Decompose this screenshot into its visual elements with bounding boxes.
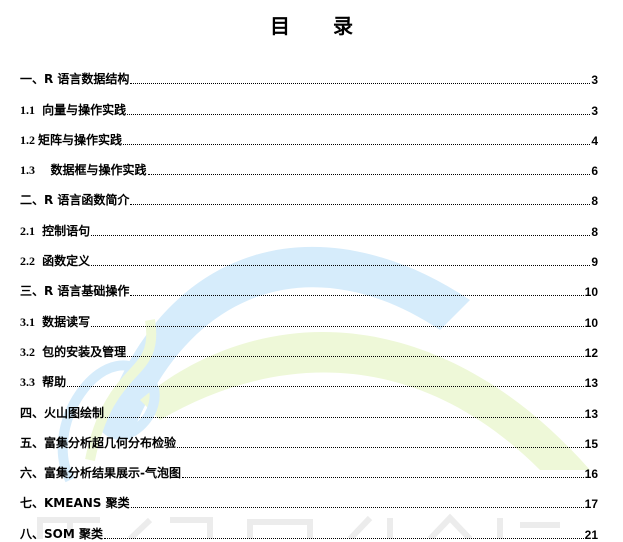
toc-entry-number: 2.2 [20,254,35,269]
toc-entry[interactable]: 1.3 数据框与操作实践 6 [20,148,598,178]
toc-entry[interactable]: 七、KMEANS 聚类 17 [20,481,598,511]
toc-entry[interactable]: 3.1 数据读写 10 [20,299,598,330]
watermark-text [37,513,560,539]
toc-entry-page: 4 [591,133,598,148]
toc-entry-page: 17 [584,497,598,512]
watermark-blue-arc [100,246,470,440]
toc-dot-leader [127,355,584,357]
toc-entry-page: 21 [584,527,598,542]
toc-dot-leader [130,507,584,509]
toc-entry-page: 16 [584,467,598,482]
toc-entry-label: 三、R 语言基础操作 [20,284,130,299]
toc-dot-leader [103,537,584,539]
toc-dot-leader [127,113,591,115]
toc-dot-leader [181,477,584,479]
toc-entry[interactable]: 六、富集分析结果展示-气泡图 16 [20,451,598,481]
toc-entry[interactable]: 2.2 函数定义 9 [20,239,598,269]
toc-entry-page: 3 [591,73,598,88]
toc-entry-page: 13 [584,406,598,421]
toc-entry-number: 1.3 [20,163,35,178]
toc-entry-label: 数据读写 [38,314,91,329]
toc-entry[interactable]: 三、R 语言基础操作 10 [20,269,598,299]
toc-entry-page: 13 [584,376,598,391]
toc-entry-label: 八、SOM 聚类 [20,526,103,541]
toc-entry-number: 1.1 [20,102,35,117]
toc-entry-number: 3.3 [20,375,35,390]
toc-entry-label: 二、R 语言函数简介 [20,193,130,208]
toc-entry[interactable]: 八、SOM 聚类 21 [20,511,598,542]
toc-dot-leader [123,143,591,145]
toc-entry-page: 10 [584,285,598,300]
toc-entry-page: 3 [591,103,598,118]
toc-dot-leader [147,174,591,176]
toc-entry-label: 包的安装及管理 [38,344,127,359]
toc-dot-leader [91,325,584,327]
toc-entry-page: 6 [591,164,598,179]
toc-entry-number: 3.2 [20,344,35,359]
toc-entry-label: 一、R 语言数据结构 [20,72,130,87]
watermark-green-helix [85,319,157,461]
toc-entry[interactable]: 1.2 矩阵与操作实践 4 [20,118,598,148]
toc-dot-leader [130,295,584,297]
toc-entry[interactable]: 五、富集分析超几何分布检验 15 [20,421,598,451]
toc-entry-number: 3.1 [20,314,35,329]
watermark-blue-helix [57,360,160,483]
toc-dot-leader [105,416,584,418]
toc-entry-label: 控制语句 [38,223,91,238]
toc-dot-leader [91,234,591,236]
toc-entry-label: 数据框与操作实践 [38,163,147,178]
toc-entry[interactable]: 四、火山图绘制 13 [20,390,598,421]
toc-entry[interactable]: 2.1 控制语句 8 [20,208,598,239]
toc-entry-label: 函数定义 [38,254,91,269]
toc-entry-number: 1.2 [20,132,35,147]
toc-entry[interactable]: 3.2 包的安装及管理 12 [20,330,598,360]
toc-entry-label: 矩阵与操作实践 [38,132,123,147]
toc-dot-leader [67,386,584,388]
toc-entry-label: 七、KMEANS 聚类 [20,496,130,511]
toc-entry-page: 10 [584,315,598,330]
toc-entry-page: 9 [591,255,598,270]
toc-dot-leader [177,446,584,448]
toc-dot-leader [130,204,591,206]
toc-dot-leader [130,83,591,85]
watermark-green-arc [140,332,590,470]
toc-entry-page: 8 [591,224,598,239]
toc-entry-page: 12 [584,345,598,360]
toc-entry-label: 向量与操作实践 [38,102,127,117]
page-title: 目 录 [270,14,371,38]
toc-entry-label: 六、富集分析结果展示-气泡图 [20,466,181,481]
toc-entry-label: 帮助 [38,375,67,390]
toc-entry-label: 四、火山图绘制 [20,405,105,420]
toc-entry[interactable]: 1.1 向量与操作实践 3 [20,87,598,118]
toc-entry-page: 8 [591,194,598,209]
toc-entry[interactable]: 一、R 语言数据结构 3 [20,57,598,87]
toc-entry-page: 15 [584,436,598,451]
toc-entry[interactable]: 二、R 语言函数简介 8 [20,178,598,208]
toc-dot-leader [91,265,591,267]
toc-entry[interactable]: 3.3 帮助 13 [20,360,598,390]
table-of-contents: 一、R 语言数据结构 3 1.1 向量与操作实践 3 1.2 矩阵与操作实践 4 1.3 数据… [20,57,598,542]
toc-entry-number: 2.1 [20,223,35,238]
toc-entry-label: 五、富集分析超几何分布检验 [20,435,177,450]
